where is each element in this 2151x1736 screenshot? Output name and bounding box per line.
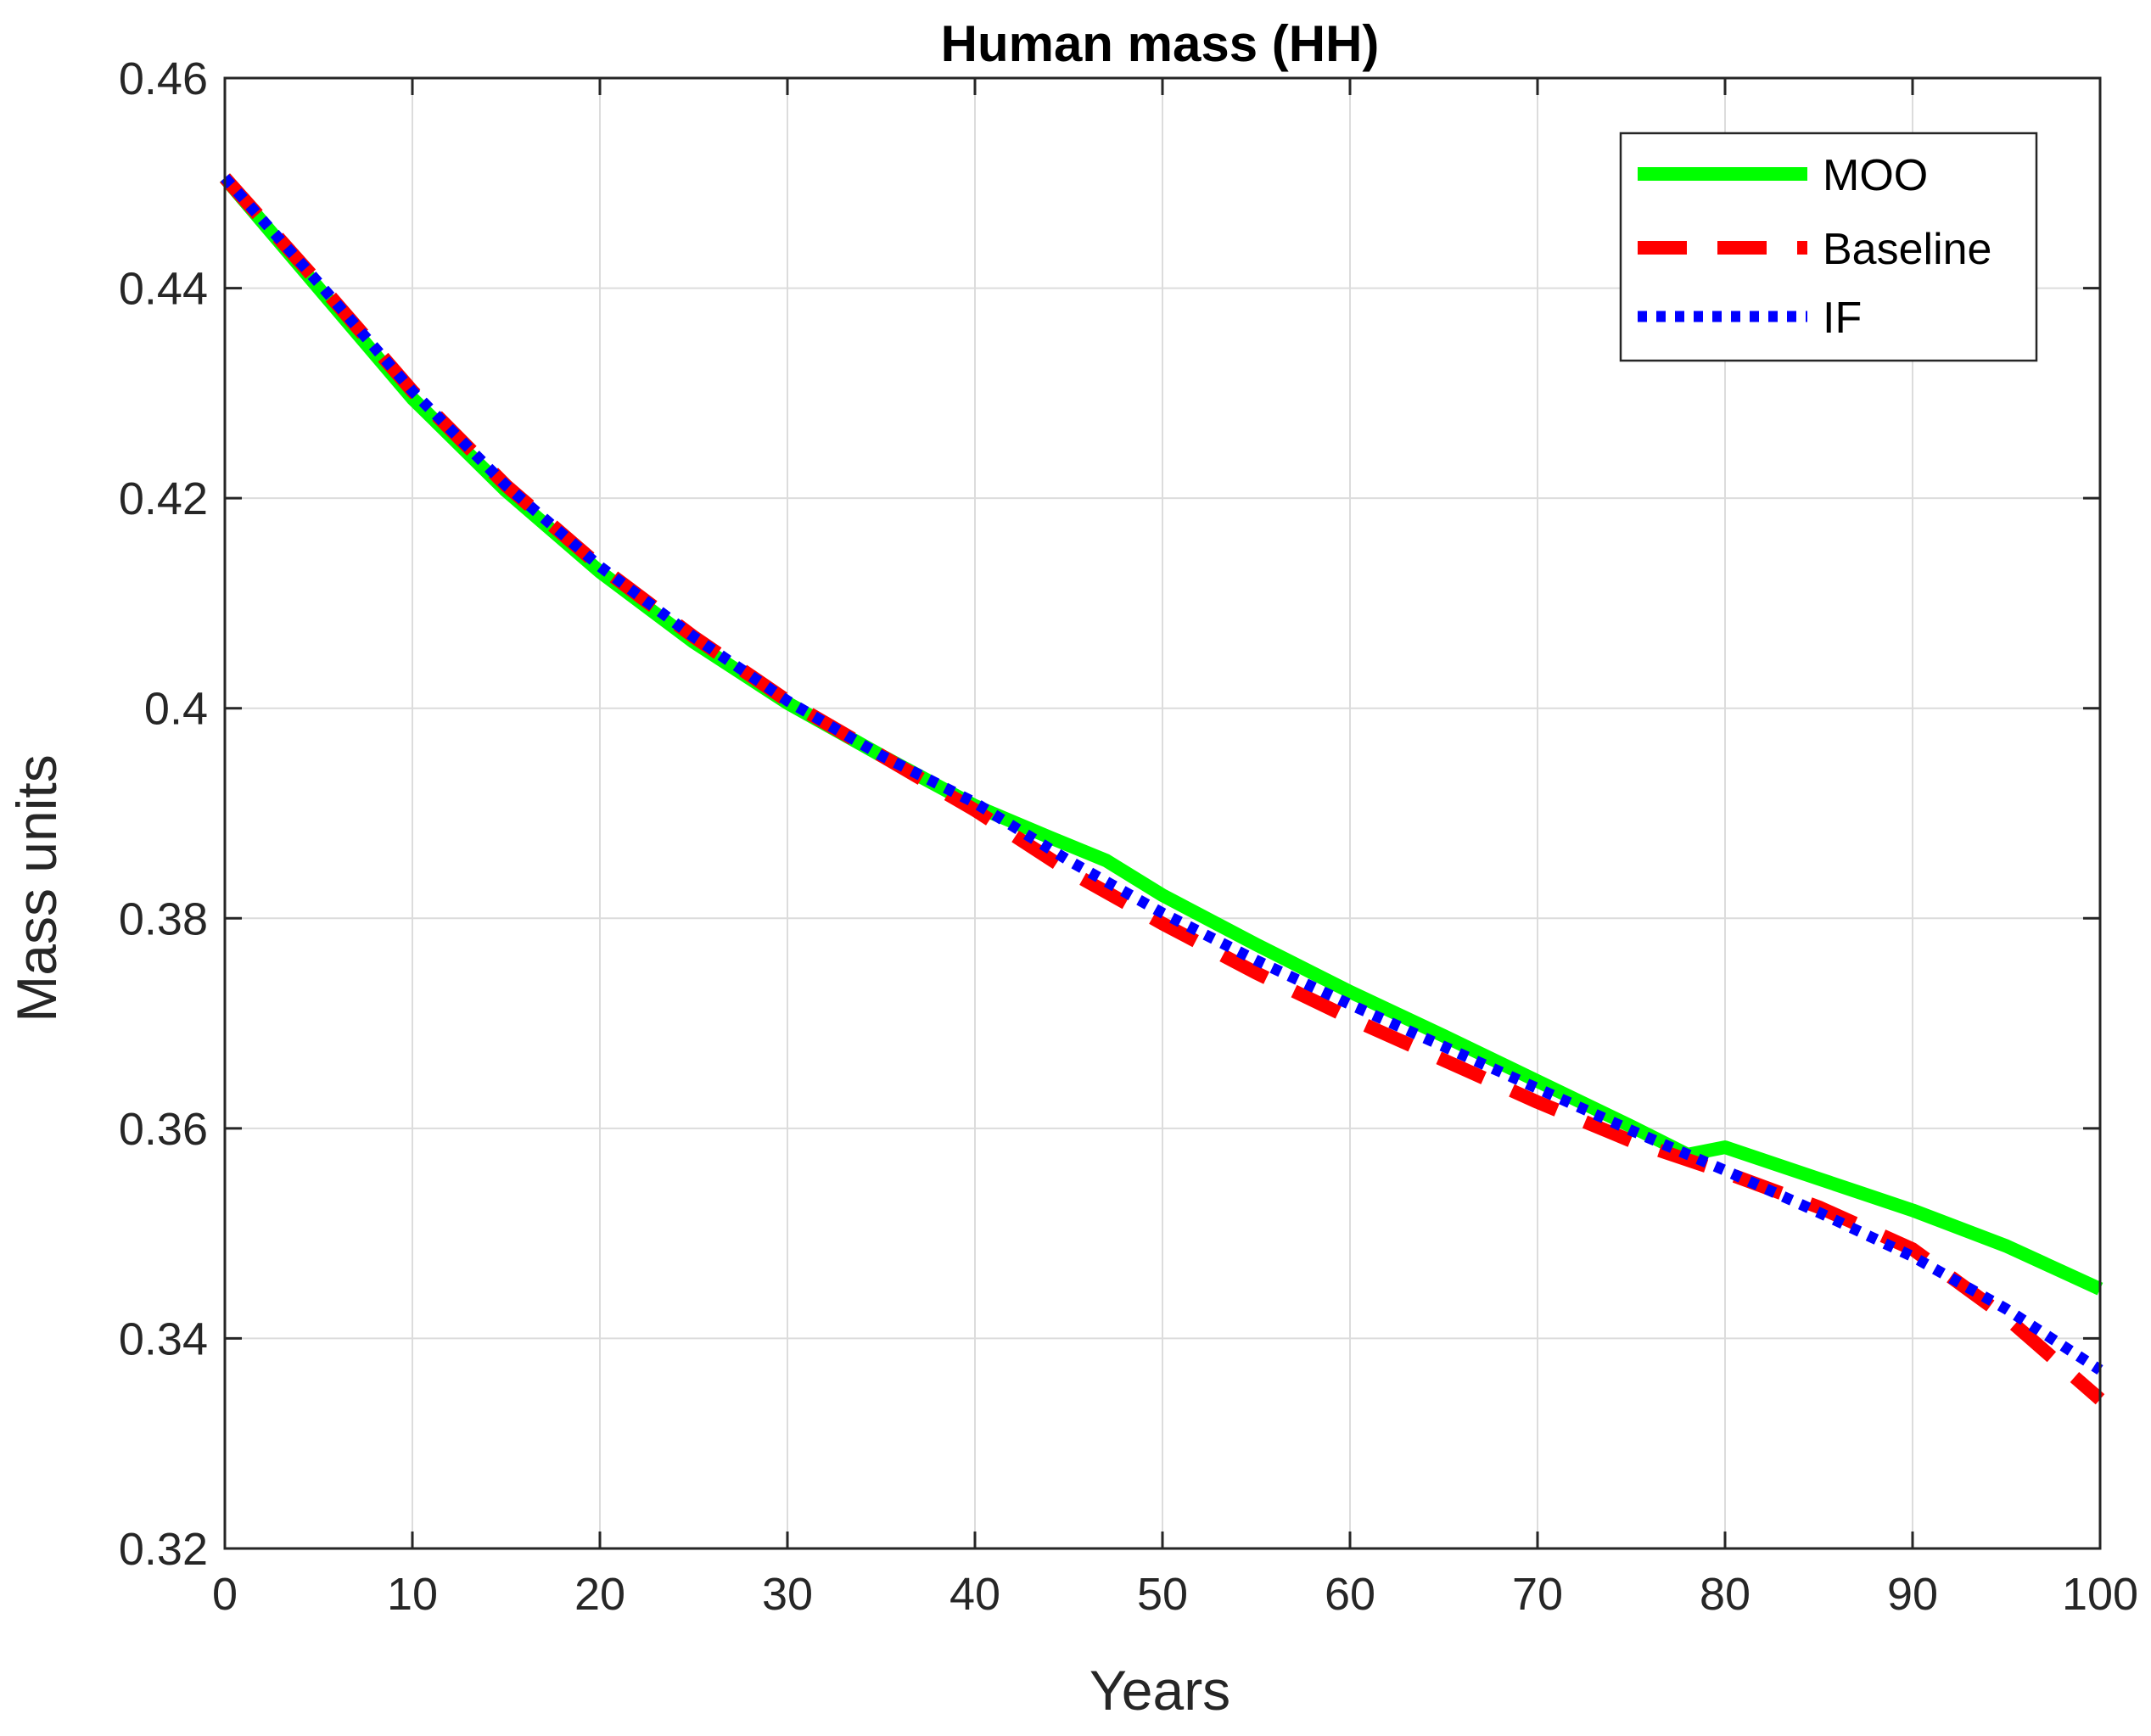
y-tick-label: 0.46 xyxy=(119,53,208,104)
x-tick-label: 90 xyxy=(1887,1569,1938,1620)
x-tick-label: 100 xyxy=(2062,1569,2138,1620)
x-tick-label: 60 xyxy=(1325,1569,1375,1620)
x-tick-label: 10 xyxy=(387,1569,438,1620)
x-tick-label: 80 xyxy=(1700,1569,1750,1620)
x-axis-label: Years xyxy=(1090,1659,1230,1722)
series-line-if xyxy=(221,174,2103,1375)
y-tick-label: 0.4 xyxy=(144,684,208,735)
x-tick-label: 70 xyxy=(1512,1569,1563,1620)
y-tick-label: 0.42 xyxy=(119,473,208,524)
chart-title: Human mass (HH) xyxy=(941,15,1380,72)
y-tick-label: 0.38 xyxy=(119,893,208,944)
x-tick-label: 50 xyxy=(1137,1569,1188,1620)
y-tick-label: 0.44 xyxy=(119,264,208,315)
legend-label-baseline: Baseline xyxy=(1823,225,1991,274)
y-tick-label: 0.32 xyxy=(119,1524,208,1575)
x-tick-label: 20 xyxy=(574,1569,625,1620)
axis-ticks xyxy=(223,76,2102,1550)
series-line-baseline xyxy=(220,173,2105,1405)
y-axis-label: Mass units xyxy=(5,754,68,1022)
y-tick-label: 0.34 xyxy=(119,1313,208,1364)
y-tick-labels: 0.32 0.34 0.36 0.38 0.4 0.42 0.44 0.46 xyxy=(119,53,208,1575)
x-tick-label: 40 xyxy=(949,1569,1000,1620)
legend: MOO Baseline IF xyxy=(1619,132,2038,362)
x-tick-labels: 0 10 20 30 40 50 60 70 80 90 100 xyxy=(212,1569,2138,1620)
series-layer xyxy=(219,173,2105,1405)
legend-label-moo: MOO xyxy=(1823,151,1928,200)
x-tick-label: 30 xyxy=(762,1569,813,1620)
x-tick-label: 0 xyxy=(212,1569,238,1620)
legend-label-if: IF xyxy=(1823,294,1862,343)
y-tick-label: 0.36 xyxy=(119,1104,208,1155)
